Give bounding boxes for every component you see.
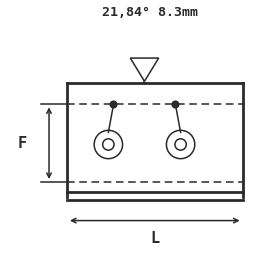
Circle shape: [110, 101, 117, 108]
Text: F: F: [17, 136, 27, 151]
Text: L: L: [150, 231, 159, 246]
Circle shape: [172, 101, 179, 108]
Text: 21,84° 8.3mm: 21,84° 8.3mm: [102, 6, 198, 19]
